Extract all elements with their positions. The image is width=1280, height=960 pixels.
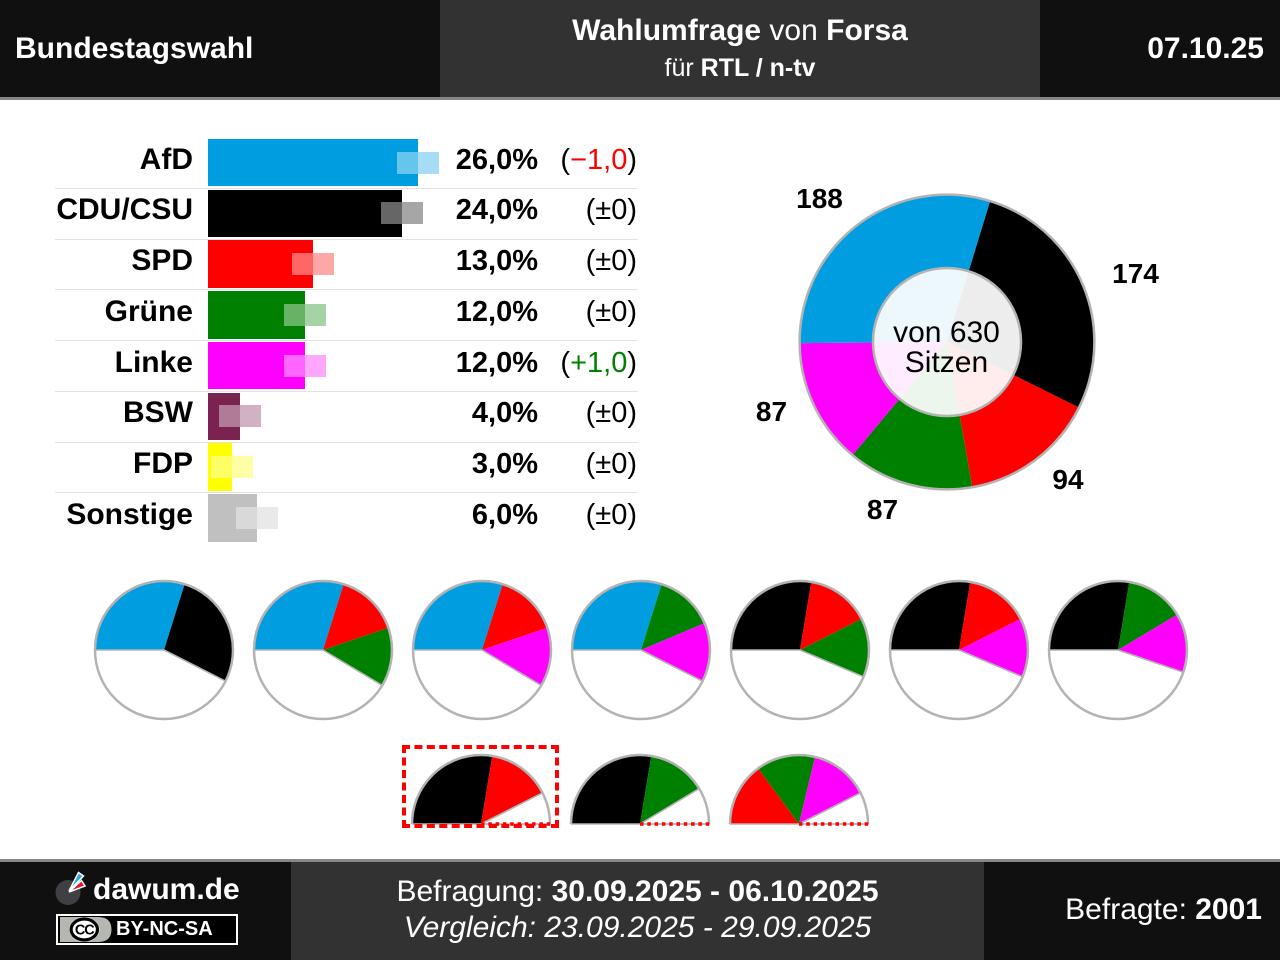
svg-text:CC: CC [74, 922, 94, 938]
